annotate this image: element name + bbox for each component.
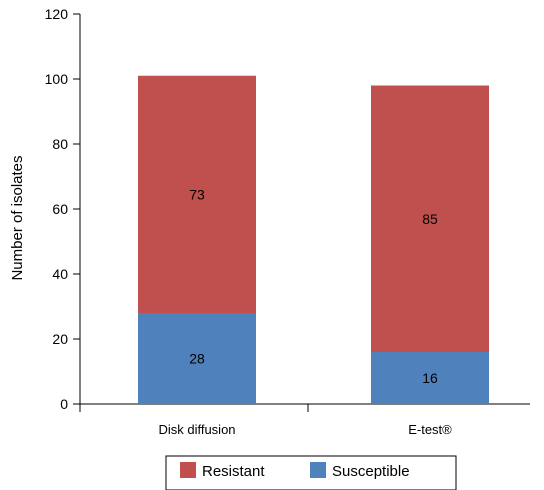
- x-category-label: E-test®: [408, 422, 452, 437]
- y-tick-label: 20: [52, 331, 68, 347]
- data-label: 16: [422, 370, 438, 386]
- data-label: 28: [189, 351, 205, 367]
- x-ticks: Disk diffusion E-test®: [79, 404, 452, 437]
- legend-swatch-susceptible: [310, 462, 326, 478]
- bar-segment-susceptible: [371, 352, 489, 404]
- bar-segment-resistant: [371, 85, 489, 352]
- y-ticks: 0 20 40 60 80 100 120: [45, 6, 80, 412]
- y-axis-title: Number of isolates: [9, 155, 26, 280]
- data-label: 73: [189, 186, 205, 202]
- bar-segment-resistant: [138, 75, 256, 313]
- y-tick-label: 40: [52, 266, 68, 282]
- bar-segment-susceptible: [138, 313, 256, 404]
- y-tick-label: 100: [45, 71, 69, 87]
- legend-label-resistant: Resistant: [202, 463, 265, 480]
- data-label: 85: [422, 211, 438, 227]
- bars: 28 73 16 85: [138, 75, 489, 404]
- y-tick-label: 0: [60, 396, 68, 412]
- x-category-label: Disk diffusion: [158, 422, 235, 437]
- y-tick-label: 80: [52, 136, 68, 152]
- legend-swatch-resistant: [180, 462, 196, 478]
- y-tick-label: 60: [52, 201, 68, 217]
- y-tick-label: 120: [45, 6, 69, 22]
- legend-label-susceptible: Susceptible: [332, 463, 410, 480]
- legend: Resistant Susceptible: [165, 455, 457, 490]
